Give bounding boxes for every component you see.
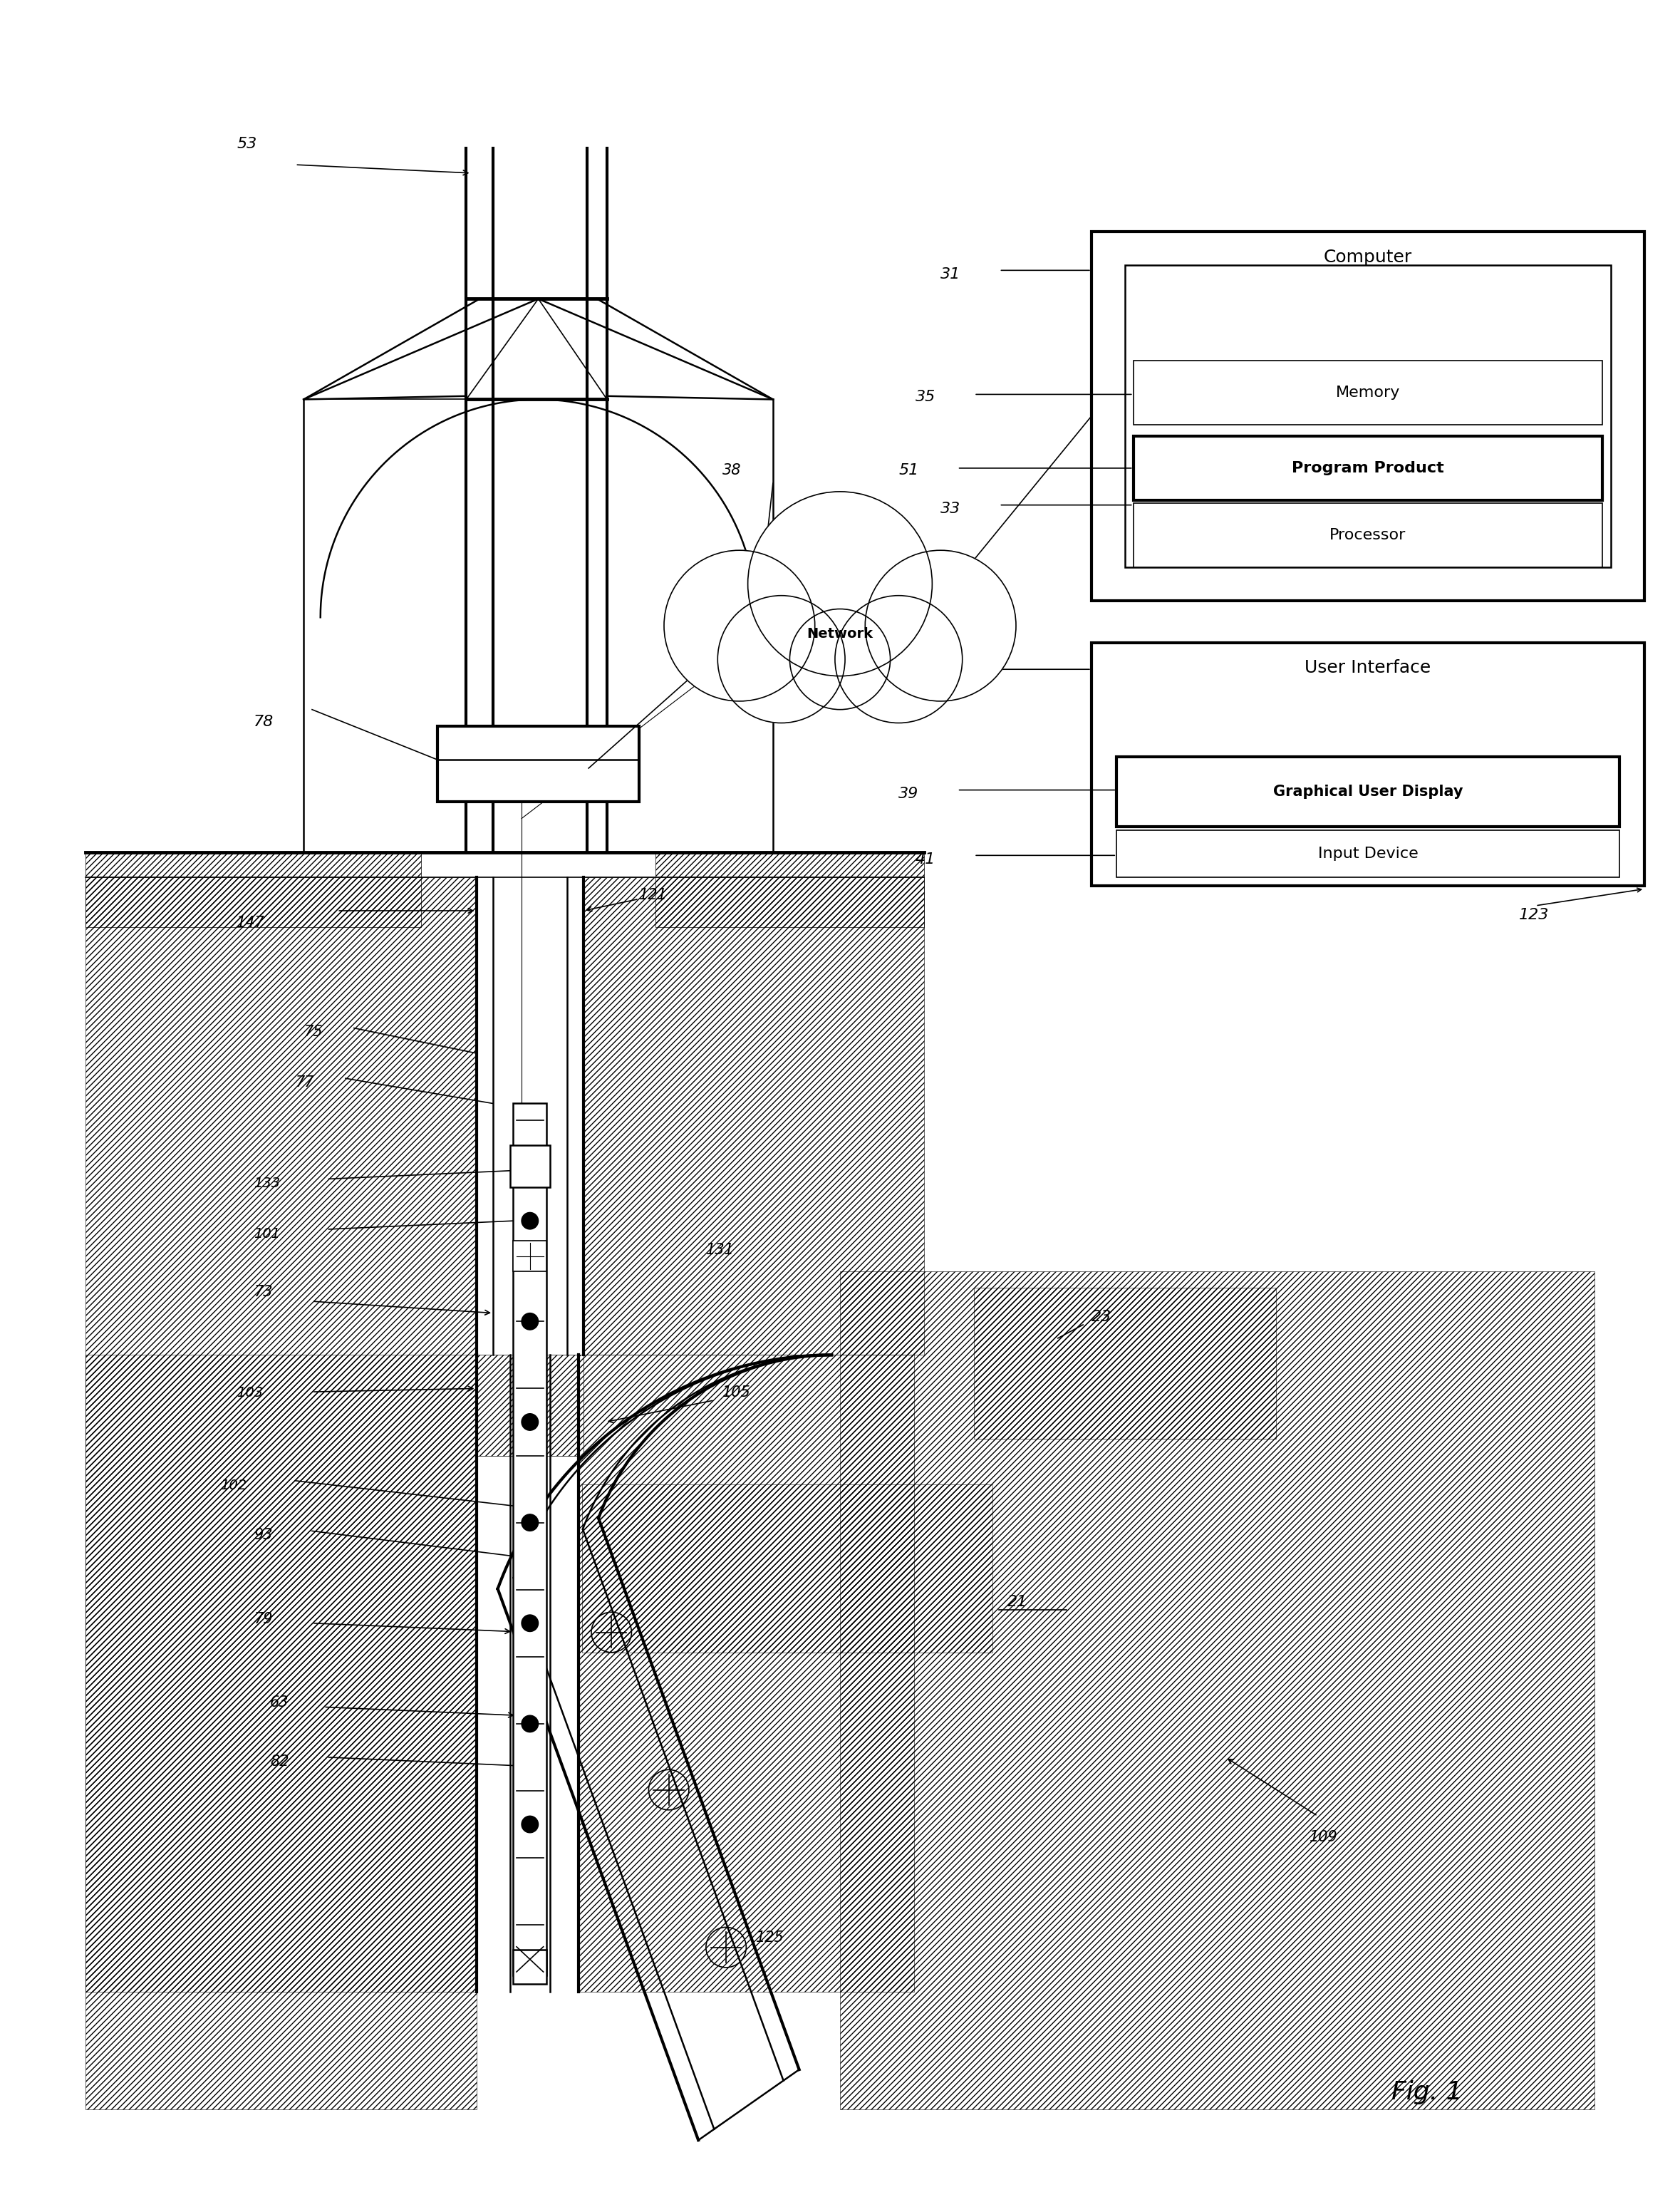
Text: 35: 35 bbox=[916, 391, 936, 404]
Text: 41: 41 bbox=[916, 852, 936, 867]
Text: 63: 63 bbox=[270, 1695, 289, 1710]
Bar bbox=[974, 1289, 1275, 1439]
Text: Input Device: Input Device bbox=[1317, 847, 1418, 861]
Text: 125: 125 bbox=[756, 1931, 785, 1944]
Bar bbox=[1092, 642, 1645, 885]
Circle shape bbox=[865, 550, 1016, 702]
Text: 131: 131 bbox=[706, 1243, 734, 1258]
Bar bbox=[86, 1355, 477, 1993]
Bar bbox=[512, 1951, 546, 1984]
Bar bbox=[840, 1271, 1594, 2110]
Bar bbox=[477, 1355, 583, 1457]
Bar bbox=[1126, 265, 1611, 567]
Bar bbox=[512, 1104, 546, 1975]
Text: 109: 109 bbox=[1309, 1830, 1337, 1845]
Circle shape bbox=[521, 1415, 538, 1430]
Text: 133: 133 bbox=[254, 1176, 281, 1190]
Text: 75: 75 bbox=[304, 1024, 323, 1039]
Text: 31: 31 bbox=[941, 267, 961, 282]
Text: 53: 53 bbox=[237, 137, 257, 150]
Text: 105: 105 bbox=[722, 1386, 751, 1399]
Circle shape bbox=[521, 1212, 538, 1229]
Circle shape bbox=[521, 1514, 538, 1532]
Circle shape bbox=[748, 492, 932, 675]
Circle shape bbox=[717, 596, 845, 724]
Text: 123: 123 bbox=[1519, 907, 1549, 923]
Circle shape bbox=[521, 1313, 538, 1331]
Text: 78: 78 bbox=[254, 715, 274, 728]
Text: 39: 39 bbox=[899, 788, 919, 801]
Circle shape bbox=[790, 609, 890, 708]
Text: 82: 82 bbox=[270, 1755, 289, 1768]
Circle shape bbox=[835, 596, 963, 724]
Text: 101: 101 bbox=[254, 1227, 281, 1240]
Text: 103: 103 bbox=[237, 1386, 264, 1399]
Bar bbox=[583, 876, 924, 1355]
Text: 51: 51 bbox=[899, 463, 919, 477]
Text: 77: 77 bbox=[296, 1075, 314, 1090]
Text: 73: 73 bbox=[254, 1284, 272, 1300]
Circle shape bbox=[521, 1816, 538, 1832]
Text: Computer: Computer bbox=[1324, 249, 1413, 265]
Text: Fig. 1: Fig. 1 bbox=[1391, 2081, 1462, 2105]
Text: Graphical User Display: Graphical User Display bbox=[1273, 783, 1463, 799]
Bar bbox=[1134, 503, 1603, 567]
Bar bbox=[578, 1355, 914, 1993]
Text: Memory: Memory bbox=[1336, 386, 1399, 399]
Bar bbox=[1134, 362, 1603, 424]
Text: 121: 121 bbox=[638, 887, 667, 903]
Bar bbox=[581, 1485, 993, 1653]
Text: 38: 38 bbox=[722, 463, 741, 477]
Circle shape bbox=[664, 550, 815, 702]
Bar bbox=[509, 1145, 549, 1187]
Bar bbox=[86, 852, 422, 927]
Bar bbox=[1117, 757, 1620, 828]
Text: 102: 102 bbox=[220, 1479, 247, 1492]
Bar bbox=[1092, 232, 1645, 600]
Text: 23: 23 bbox=[1092, 1311, 1112, 1324]
Bar bbox=[1134, 437, 1603, 501]
Bar bbox=[438, 726, 638, 801]
Bar bbox=[1117, 830, 1620, 876]
Text: 93: 93 bbox=[254, 1527, 272, 1543]
Text: Network: Network bbox=[806, 627, 874, 640]
Text: 37: 37 bbox=[916, 667, 936, 680]
Bar bbox=[512, 1240, 546, 1271]
Text: 147: 147 bbox=[237, 916, 265, 931]
Text: 21: 21 bbox=[1008, 1596, 1028, 1609]
Circle shape bbox=[521, 1616, 538, 1631]
Bar bbox=[86, 876, 477, 2110]
Text: 79: 79 bbox=[254, 1611, 272, 1627]
Circle shape bbox=[521, 1715, 538, 1732]
Text: Processor: Processor bbox=[1329, 527, 1406, 543]
Bar bbox=[655, 852, 924, 927]
Text: Program Product: Program Product bbox=[1292, 461, 1445, 475]
Text: 33: 33 bbox=[941, 501, 961, 516]
Text: User Interface: User Interface bbox=[1305, 660, 1431, 675]
